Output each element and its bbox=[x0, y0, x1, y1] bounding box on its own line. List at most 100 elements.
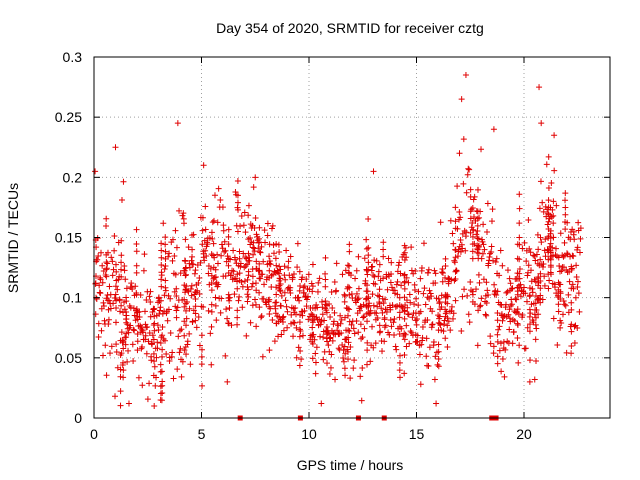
data-point bbox=[259, 353, 266, 360]
data-point bbox=[240, 222, 247, 229]
data-point bbox=[364, 288, 371, 295]
y-tick-label: 0.3 bbox=[63, 49, 83, 65]
data-point bbox=[332, 376, 339, 383]
data-point bbox=[428, 321, 435, 328]
data-point bbox=[557, 324, 564, 331]
data-point bbox=[223, 258, 230, 265]
data-point bbox=[158, 261, 165, 268]
data-point bbox=[146, 380, 153, 387]
data-point bbox=[249, 273, 256, 280]
data-point bbox=[301, 307, 308, 314]
data-point bbox=[245, 212, 252, 219]
data-point bbox=[401, 278, 408, 285]
data-point bbox=[557, 230, 564, 237]
data-point bbox=[374, 292, 381, 299]
data-point bbox=[435, 295, 442, 302]
data-point bbox=[177, 270, 184, 277]
data-point bbox=[314, 288, 321, 295]
data-point bbox=[316, 275, 323, 282]
data-point bbox=[174, 304, 181, 311]
data-point bbox=[438, 269, 445, 276]
data-point bbox=[404, 304, 411, 311]
data-point bbox=[221, 248, 228, 255]
data-point bbox=[545, 197, 552, 204]
data-point bbox=[507, 302, 514, 309]
data-point bbox=[354, 296, 361, 303]
data-point bbox=[476, 214, 483, 221]
data-point bbox=[454, 183, 461, 190]
data-point bbox=[100, 299, 107, 306]
data-point bbox=[557, 295, 564, 302]
data-point bbox=[444, 343, 451, 350]
data-point bbox=[365, 259, 372, 266]
data-point bbox=[498, 368, 505, 375]
data-point bbox=[197, 259, 204, 266]
data-point bbox=[508, 301, 515, 308]
data-point bbox=[286, 272, 293, 279]
data-point bbox=[158, 254, 165, 261]
data-point bbox=[572, 294, 579, 301]
data-point bbox=[220, 222, 227, 229]
data-point bbox=[480, 241, 487, 248]
data-point bbox=[469, 233, 476, 240]
data-point bbox=[562, 197, 569, 204]
data-point bbox=[173, 293, 180, 300]
data-point bbox=[245, 268, 252, 275]
data-point bbox=[120, 345, 127, 352]
data-point bbox=[561, 239, 568, 246]
data-point bbox=[363, 236, 370, 243]
data-point bbox=[317, 333, 324, 340]
data-point bbox=[508, 285, 515, 292]
data-point bbox=[381, 314, 388, 321]
data-point bbox=[339, 271, 346, 278]
data-point bbox=[318, 400, 325, 407]
data-point bbox=[353, 290, 360, 297]
data-point bbox=[449, 315, 456, 322]
data-point bbox=[406, 340, 413, 347]
data-point bbox=[159, 390, 166, 397]
data-point bbox=[158, 240, 165, 247]
data-point bbox=[445, 318, 452, 325]
data-point bbox=[450, 240, 457, 247]
data-point bbox=[346, 291, 353, 298]
data-point bbox=[270, 250, 277, 257]
data-point bbox=[388, 284, 395, 291]
data-point bbox=[547, 263, 554, 270]
data-point bbox=[309, 288, 316, 295]
data-point bbox=[532, 293, 539, 300]
data-point bbox=[183, 315, 190, 322]
x-tick-label: 0 bbox=[90, 426, 98, 442]
data-point bbox=[247, 319, 254, 326]
data-point bbox=[218, 295, 225, 302]
data-point bbox=[357, 321, 364, 328]
data-point bbox=[259, 271, 266, 278]
data-point bbox=[538, 239, 545, 246]
data-point bbox=[165, 306, 172, 313]
data-point bbox=[541, 282, 548, 289]
data-point bbox=[562, 204, 569, 211]
data-point bbox=[159, 378, 166, 385]
data-point bbox=[490, 126, 497, 133]
data-point bbox=[514, 306, 521, 313]
data-point bbox=[473, 286, 480, 293]
data-point bbox=[303, 296, 310, 303]
data-point bbox=[179, 358, 186, 365]
data-point bbox=[261, 227, 268, 234]
data-point bbox=[545, 185, 552, 192]
data-point bbox=[242, 254, 249, 261]
data-point bbox=[146, 330, 153, 337]
data-point bbox=[103, 273, 110, 280]
data-point bbox=[423, 335, 430, 342]
data-point bbox=[185, 244, 192, 251]
data-point bbox=[322, 283, 329, 290]
data-point bbox=[234, 278, 241, 285]
data-point bbox=[117, 308, 124, 315]
data-point bbox=[573, 262, 580, 269]
data-point bbox=[499, 317, 506, 324]
data-point bbox=[113, 319, 119, 326]
data-point bbox=[350, 365, 357, 372]
data-point bbox=[308, 280, 315, 287]
data-point bbox=[154, 339, 161, 346]
data-point bbox=[208, 301, 215, 308]
data-point bbox=[557, 281, 564, 288]
